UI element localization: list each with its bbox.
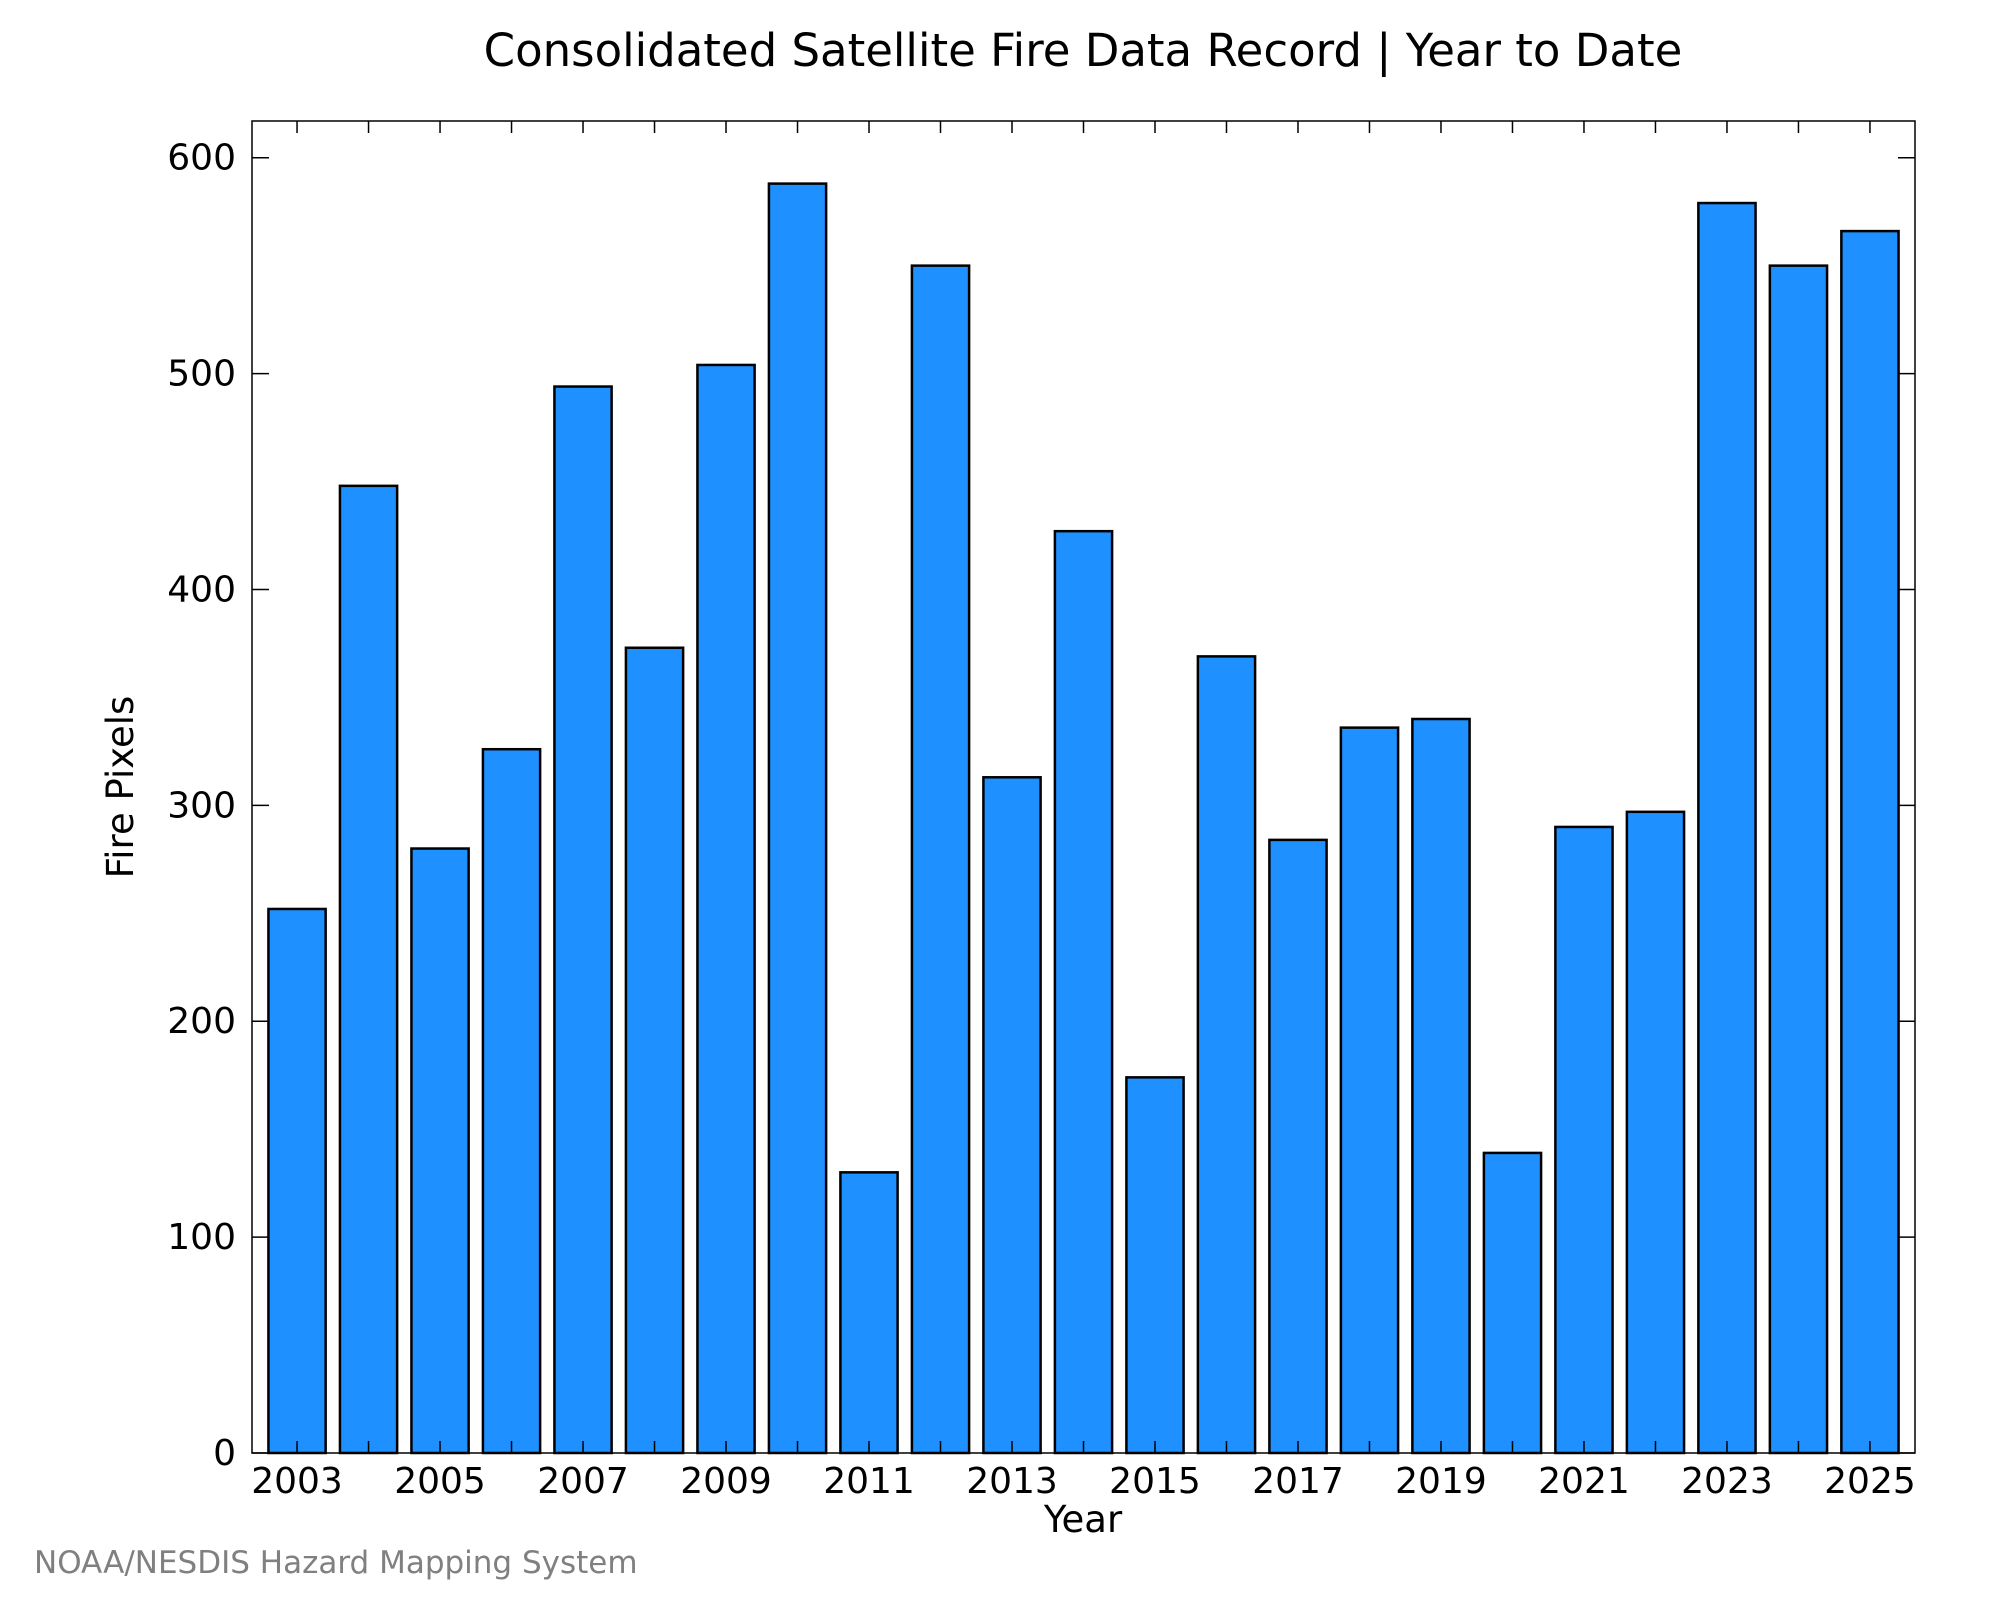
axis-ticks-group <box>252 121 1915 1454</box>
bar-2013 <box>982 776 1042 1455</box>
bar-2017 <box>1268 838 1328 1455</box>
bars-group <box>267 182 1900 1455</box>
y-tick-label: 300 <box>167 785 236 826</box>
bar-2025 <box>1840 229 1900 1455</box>
y-tick-label: 500 <box>167 354 236 395</box>
bar-2016 <box>1196 655 1257 1455</box>
x-axis-label: Year <box>1043 1498 1123 1541</box>
y-tick-label: 400 <box>167 569 236 610</box>
plot-frame <box>251 120 1916 1454</box>
x-tick-label: 2019 <box>1395 1461 1487 1502</box>
bar-2018 <box>1339 726 1400 1455</box>
y-tick-labels: 0 100 200 300 400 500 600 <box>167 138 236 1474</box>
y-tick-label: 600 <box>167 138 236 179</box>
x-tick-label: 2013 <box>966 1461 1058 1502</box>
y-tick-label: 0 <box>213 1433 236 1474</box>
bar-2006 <box>481 747 542 1455</box>
bar-2009 <box>696 363 756 1455</box>
bar-2011 <box>839 1171 899 1455</box>
bar-2015 <box>1125 1076 1185 1455</box>
x-tick-label: 2023 <box>1681 1461 1773 1502</box>
x-tick-label: 2011 <box>823 1461 915 1502</box>
bar-2003 <box>267 907 327 1455</box>
bar-2022 <box>1625 810 1686 1455</box>
bar-2010 <box>767 182 828 1455</box>
x-tick-label: 2015 <box>1109 1461 1201 1502</box>
x-tick-label: 2017 <box>1252 1461 1344 1502</box>
x-tick-label: 2009 <box>680 1461 772 1502</box>
bar-2007 <box>553 385 613 1455</box>
x-tick-label: 2003 <box>251 1461 343 1502</box>
source-credit: NOAA/NESDIS Hazard Mapping System <box>34 1545 638 1581</box>
x-tick-label: 2021 <box>1538 1461 1630 1502</box>
bar-2023 <box>1697 201 1757 1455</box>
y-tick-label: 100 <box>167 1217 236 1258</box>
y-tick-label: 200 <box>167 1001 236 1042</box>
bar-2024 <box>1768 264 1829 1455</box>
bar-2005 <box>410 847 470 1455</box>
bar-2020 <box>1482 1151 1543 1455</box>
bar-2008 <box>624 646 685 1455</box>
x-tick-labels: 2003 2005 2007 2009 2011 2013 2015 2017 2019 2021… <box>251 1461 1916 1502</box>
x-tick-label: 2025 <box>1824 1461 1916 1502</box>
y-axis-label: Fire Pixels <box>99 696 142 879</box>
bar-2004 <box>338 484 399 1455</box>
x-tick-label: 2005 <box>394 1461 486 1502</box>
bar-2019 <box>1411 717 1471 1455</box>
bar-2014 <box>1053 529 1114 1455</box>
chart-title: Consolidated Satellite Fire Data Record … <box>484 24 1683 77</box>
x-tick-label: 2007 <box>537 1461 629 1502</box>
bar-2021 <box>1554 825 1614 1455</box>
bar-2012 <box>910 264 971 1455</box>
